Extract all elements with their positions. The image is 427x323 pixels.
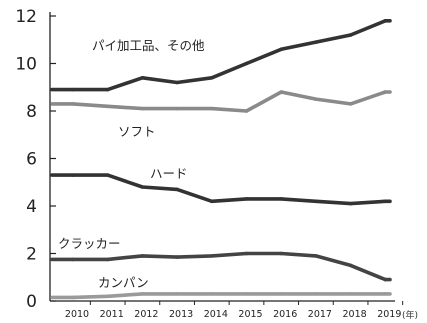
- series-point: [279, 292, 284, 296]
- series-point: [175, 255, 179, 259]
- x-tick-label: 2011: [100, 309, 124, 320]
- series-point: [140, 185, 145, 189]
- series-label-4: カンパン: [98, 275, 149, 290]
- y-tick-label: 6: [26, 150, 37, 170]
- series-point: [348, 201, 353, 206]
- series-point: [71, 257, 75, 262]
- series-point: [279, 90, 284, 94]
- series-point: [71, 87, 75, 92]
- series-point: [210, 254, 214, 258]
- x-tick-label: 2013: [169, 309, 193, 320]
- series-point: [175, 106, 179, 111]
- series-point: [244, 109, 249, 113]
- series-point: [348, 33, 353, 37]
- series-point: [279, 251, 284, 256]
- series-point: [383, 292, 388, 296]
- series-label-1: ソフト: [118, 124, 156, 139]
- series-point: [105, 173, 110, 177]
- axes: [49, 12, 395, 302]
- x-tick-label: 2012: [134, 309, 158, 320]
- series-point: [210, 106, 214, 111]
- series-point: [140, 292, 145, 296]
- x-tick-label: 2010: [65, 309, 89, 320]
- series-line-4: [50, 292, 392, 300]
- series-point: [383, 199, 388, 204]
- x-tick-label: 2016: [273, 309, 297, 320]
- series-point: [140, 75, 145, 80]
- series-point: [105, 87, 110, 92]
- series-point: [175, 80, 179, 85]
- series-point: [279, 47, 284, 52]
- series-point: [71, 295, 75, 300]
- x-tick-label: 2014: [204, 309, 228, 320]
- series-label-0: パイ加工品、その他: [92, 38, 205, 53]
- series-point: [210, 199, 214, 204]
- series-point: [279, 197, 284, 201]
- series-point: [348, 102, 353, 106]
- series-label-2: ハード: [150, 166, 188, 181]
- series-point: [314, 254, 318, 258]
- series-point: [244, 61, 249, 66]
- y-tick-label: 12: [15, 7, 37, 27]
- series-point: [348, 263, 353, 268]
- series-point: [105, 104, 110, 109]
- series-point: [244, 292, 249, 296]
- series-point: [314, 40, 318, 44]
- y-tick-label: 8: [26, 102, 37, 122]
- x-tick-label: 2015: [238, 309, 262, 320]
- series-point: [383, 18, 388, 23]
- series-point: [140, 254, 145, 258]
- x-tick-label: 2019: [377, 309, 401, 320]
- series-point: [175, 187, 179, 192]
- x-axis-ticks: 2010 2011 2012 2013 2014 2015 2016 2017 2018 2019: [65, 301, 404, 320]
- series-line-3: [50, 251, 392, 282]
- series-point: [348, 292, 353, 296]
- y-axis-ticks: 0 2 4 6 8 10 12: [15, 7, 56, 312]
- y-tick-label: 4: [26, 197, 37, 217]
- x-tick-label: 2017: [308, 309, 332, 320]
- series-point: [383, 277, 388, 282]
- x-tick-label: 2018: [343, 309, 367, 320]
- series-point: [244, 197, 249, 201]
- series-lines: [50, 18, 392, 300]
- series-point: [210, 292, 214, 296]
- series-point: [244, 251, 249, 256]
- series-line-1: [50, 90, 392, 113]
- series-line-2: [50, 173, 392, 206]
- series-point: [383, 90, 388, 94]
- series-point: [314, 292, 318, 296]
- y-tick-label: 0: [26, 292, 37, 312]
- series-point: [105, 294, 110, 299]
- x-axis-unit: (年): [402, 309, 418, 321]
- series-point: [105, 257, 110, 262]
- series-line-0: [50, 19, 392, 92]
- series-point: [175, 292, 179, 296]
- series-point: [314, 97, 318, 101]
- series-label-3: クラッカー: [58, 236, 121, 251]
- y-tick-label: 2: [26, 245, 37, 265]
- series-point: [140, 106, 145, 111]
- series-point: [314, 199, 318, 204]
- series-point: [71, 102, 75, 106]
- series-point: [71, 173, 75, 177]
- series-point: [210, 75, 214, 80]
- y-tick-label: 10: [15, 55, 37, 75]
